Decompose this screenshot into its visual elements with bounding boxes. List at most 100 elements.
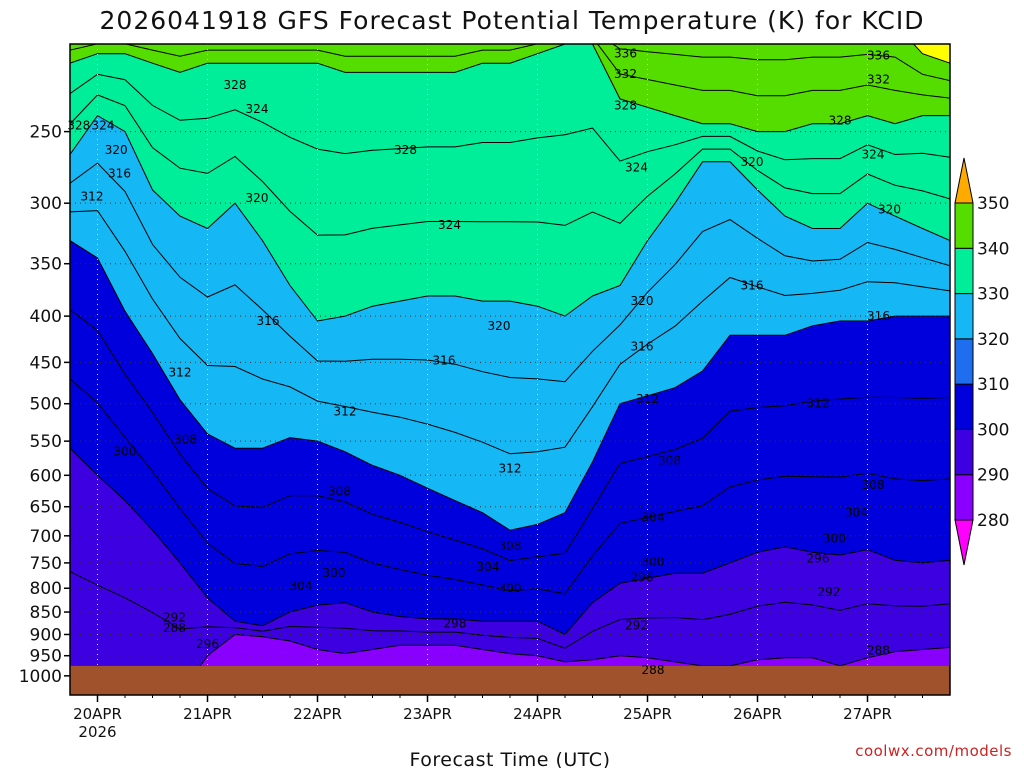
contour-label: 304 [642,510,665,524]
contour-label: 292 [818,585,841,599]
chart-title: 2026041918 GFS Forecast Potential Temper… [100,6,925,35]
contour-label: 324 [92,118,115,132]
contour-label: 324 [862,148,885,162]
contour-label: 316 [108,166,131,180]
contour-label: 288 [642,663,665,677]
contour-label: 304 [477,560,500,574]
contour-label: 308 [328,484,351,498]
x-tick-label: 23APR [403,705,452,723]
isentrope-line [70,162,950,383]
colorbar-tick-label: 320 [977,330,1009,350]
colorbar-low-triangle [954,519,974,566]
contour-label: 308 [499,539,522,553]
contour-label: 324 [438,218,461,232]
contour-label: 320 [105,143,128,157]
contour-label: 320 [741,155,764,169]
watermark-text[interactable]: coolwx.com/models [855,742,1012,760]
y-tick-label: 400 [30,307,62,327]
isentrope-line [70,73,950,162]
colorbar-segment [954,428,974,476]
x-tick-sublabel: 2026 [78,723,116,741]
y-tick-label: 250 [30,123,62,143]
fill-band-330 [70,44,950,132]
contour-label: 296 [196,637,219,651]
colorbar-tick-label: 310 [977,375,1009,395]
contour-label: 320 [878,203,901,217]
contour-label: 316 [433,354,456,368]
contour-label: 324 [625,161,648,175]
contour-label: 308 [862,478,885,492]
isentrope-line [70,633,950,695]
contour-label: 316 [741,279,764,293]
contour-label: 320 [246,191,269,205]
colorbar-segment [954,338,974,385]
contour-label: 298 [444,616,467,630]
contour-label: 312 [499,462,522,476]
x-tick-label: 24APR [513,705,562,723]
isentrope-line [70,309,950,562]
colorbar-segment [954,293,974,340]
contour-label: 320 [488,319,511,333]
y-tick-label: 550 [30,432,62,452]
contour-label: 316 [631,339,654,353]
colorbar-tick-label: 350 [977,194,1009,214]
colorbar-segment [954,202,974,249]
colorbar-tick-label: 280 [977,511,1009,531]
contour-label: 336 [614,47,637,61]
x-tick-label: 25APR [623,705,672,723]
ground-layer [70,665,950,695]
y-tick-label: 450 [30,353,62,373]
isentrope-contour-layer [70,44,950,695]
x-tick-label: 21APR [183,705,232,723]
contour-label: 316 [867,309,890,323]
contour-label: 312 [807,397,830,411]
y-tick-label: 1000 [19,667,62,687]
contour-label: 312 [334,405,357,419]
contour-label: 296 [807,552,830,566]
contour-label: 324 [246,102,269,116]
x-axis-label: Forecast Time (UTC) [410,749,611,768]
ground-fill [70,665,950,695]
y-tick-label: 650 [30,498,62,518]
isentrope-line [70,240,950,531]
contour-label: 292 [163,611,186,625]
y-tick-label: 300 [30,194,62,214]
colorbar-segment [954,383,974,430]
contour-label: 316 [257,314,280,328]
contour-label: 288 [163,621,186,635]
colorbar-segment [954,247,974,295]
isentrope-line [70,210,950,455]
contour-label: 332 [867,73,890,87]
colorbar-tick-label: 340 [977,239,1009,259]
colorbar-tick-label: 290 [977,466,1009,486]
contour-label: 328 [224,78,247,92]
x-tick-label: 27APR [843,705,892,723]
isentrope-line [70,447,950,636]
y-tick-label: 900 [30,625,62,645]
y-tick-label: 800 [30,579,62,599]
grid-layer [70,44,950,695]
x-tick-label: 26APR [733,705,782,723]
contour-label: 336 [867,49,890,63]
contour-label: 312 [636,392,659,406]
contour-label: 332 [614,67,637,81]
isentrope-line [70,378,950,595]
contour-label: 328 [829,114,852,128]
y-tick-label: 700 [30,527,62,547]
y-tick-label: 350 [30,255,62,275]
colorbar: 280 290 300 310 320 330 340 350 [954,157,1009,566]
y-tick-label: 750 [30,554,62,574]
contour-label: 328 [394,143,417,157]
contour-label: 300 [823,532,846,546]
contour-label: 300 [323,566,346,580]
contour-label: 312 [169,366,192,380]
colorbar-tick-label: 300 [977,420,1009,440]
colorbar-tick-label: 330 [977,285,1009,305]
y-tick-label: 600 [30,466,62,486]
contour-label: 328 [67,118,90,132]
contour-label: 312 [81,190,104,204]
